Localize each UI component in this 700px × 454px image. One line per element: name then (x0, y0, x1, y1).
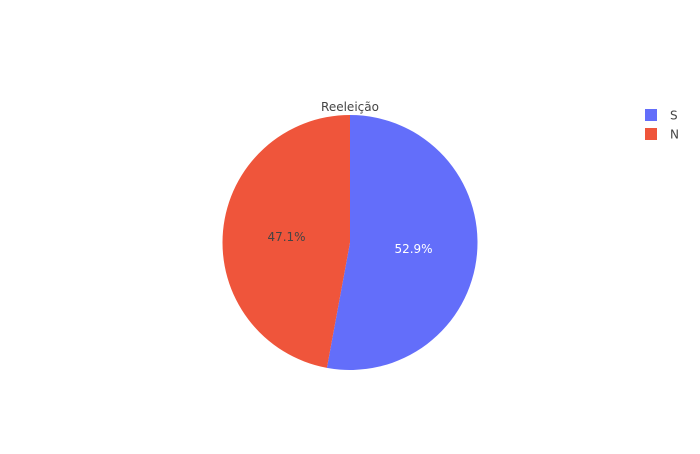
legend-label-s: S (670, 109, 678, 123)
legend-label-n: N (670, 128, 679, 142)
legend-swatch-n (645, 128, 657, 140)
legend-item-n[interactable]: N (645, 128, 679, 142)
pie-slice-s[interactable] (326, 115, 478, 370)
pie-slice-labels: 52.9% 47.1% (267, 230, 432, 256)
legend-swatch-s (645, 109, 657, 121)
legend-item-s[interactable]: S (645, 109, 678, 123)
pie-slice-n[interactable] (222, 115, 350, 368)
pie-slices (222, 115, 478, 370)
legend: SN (645, 109, 679, 142)
pie-slice-label-s: 52.9% (394, 242, 432, 256)
chart-title: Reeleição (321, 100, 379, 114)
pie-slice-label-n: 47.1% (267, 230, 305, 244)
